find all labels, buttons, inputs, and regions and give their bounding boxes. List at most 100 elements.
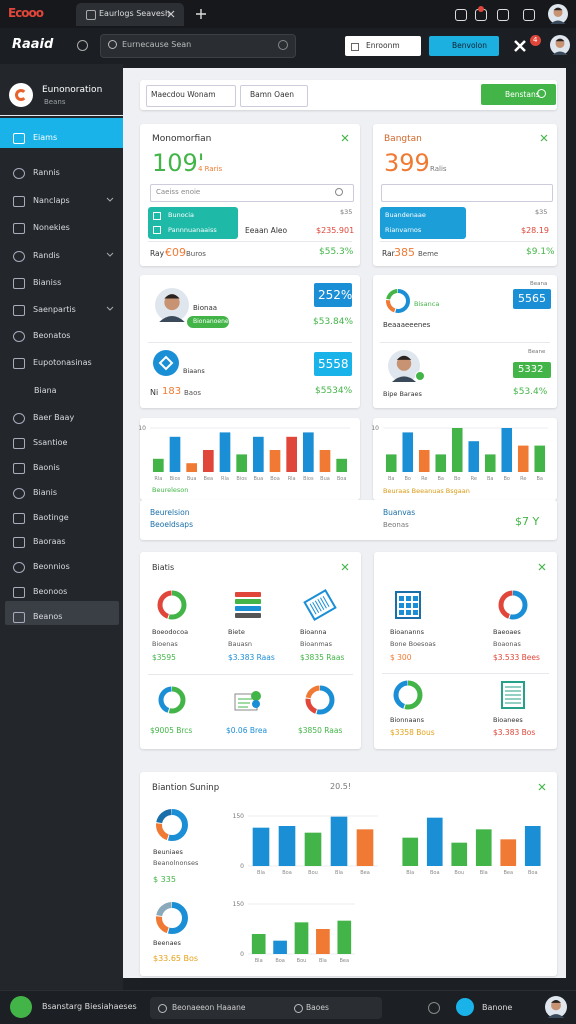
menu-item[interactable]: Beonatos — [33, 331, 71, 340]
button-label[interactable]: Benvolon — [452, 41, 487, 50]
button[interactable] — [429, 36, 499, 56]
menu-item[interactable]: Rannis — [33, 168, 60, 177]
menu-item[interactable]: Baoraas — [33, 537, 66, 546]
donut-segment — [305, 685, 335, 715]
action-button[interactable] — [481, 84, 556, 105]
menu-item[interactable]: Bianis — [33, 488, 58, 497]
toolbar-icon[interactable] — [523, 9, 535, 21]
donut-segment — [156, 809, 188, 841]
y-tick-label: 10 — [138, 425, 146, 432]
y-tick-label: 0 — [240, 863, 244, 870]
menu-item[interactable]: Baonis — [33, 463, 60, 472]
chart-caption: Beureleson — [152, 486, 189, 494]
search-icon — [108, 40, 117, 49]
menu-item[interactable]: Eiams — [33, 133, 58, 142]
avatar-body — [552, 51, 568, 55]
app-icon[interactable] — [10, 996, 32, 1018]
refresh[interactable] — [77, 40, 88, 51]
donut-icon — [305, 685, 335, 715]
donut-segment — [156, 809, 188, 841]
toolbar-icon[interactable] — [497, 9, 509, 21]
bar — [303, 432, 314, 472]
bar — [253, 436, 264, 472]
menu-item[interactable]: Baotinge — [33, 513, 69, 522]
search-icon — [335, 188, 343, 196]
status-icon[interactable] — [456, 998, 474, 1016]
address-bar[interactable] — [100, 34, 296, 58]
menu-icon — [13, 196, 25, 207]
divider — [382, 673, 549, 674]
x-tick-label: Re — [421, 476, 427, 482]
bar — [169, 436, 181, 472]
footer-value: 183 — [162, 386, 182, 397]
x-tick-label: Bo — [504, 476, 511, 482]
menu-item[interactable]: Beonnios — [33, 562, 70, 571]
menu-item[interactable]: Beonoos — [33, 587, 68, 596]
search-box[interactable] — [150, 184, 354, 202]
donut-icon — [393, 680, 423, 710]
menu-item[interactable]: Bianiss — [33, 278, 62, 287]
menu-item[interactable]: Beanos — [33, 612, 63, 621]
x-tick-label: Bea — [360, 870, 370, 876]
badge — [513, 362, 551, 378]
menu-icon — [13, 537, 25, 548]
bar-chart: 0 150 Bla Boa Bou Bla Bea — [233, 813, 378, 876]
search-box[interactable] — [381, 184, 553, 202]
donut-segment — [157, 590, 187, 620]
tag: $35 — [535, 208, 548, 216]
donut-icon — [156, 902, 188, 934]
menu-icon — [13, 488, 25, 499]
item-value: $3850 Raas — [298, 726, 343, 735]
filter-label[interactable]: Bamn Oaen — [250, 90, 295, 99]
menu-item[interactable]: Baer Baay — [33, 413, 75, 422]
x-tick-label: Bua — [320, 476, 330, 482]
donut-segment — [156, 902, 188, 934]
filter[interactable] — [240, 85, 308, 107]
menu-icon — [13, 463, 25, 474]
toolbar-icon[interactable] — [455, 9, 467, 21]
x-tick-label: Boa — [430, 870, 440, 876]
menu-item[interactable]: Randis — [33, 251, 60, 260]
button[interactable] — [345, 36, 421, 56]
card — [374, 552, 557, 749]
menu-icon — [13, 413, 25, 424]
search-bar[interactable] — [150, 997, 382, 1019]
menu-item[interactable]: Nonekies — [33, 223, 70, 232]
label: Beaaaeeenes — [383, 321, 431, 329]
donut-segment — [498, 590, 528, 620]
menu-icon — [13, 133, 25, 144]
bar — [252, 827, 270, 866]
tab[interactable] — [76, 3, 184, 26]
item-value: $3.383 Bos — [493, 728, 536, 737]
address-icon — [278, 40, 288, 50]
avatar-body — [392, 376, 416, 382]
footer-label: Beme — [418, 250, 439, 258]
bar — [524, 826, 541, 866]
button-label[interactable]: Enroonm — [366, 41, 400, 50]
label: Beuniaes — [153, 848, 183, 856]
bar — [517, 445, 529, 472]
menu-icon — [13, 587, 25, 598]
icon — [322, 596, 330, 607]
filter[interactable] — [146, 85, 236, 107]
divider — [148, 674, 353, 675]
filter-label[interactable]: Maecdou Wonam — [151, 90, 216, 99]
menu-item[interactable]: Nanclaps — [33, 196, 70, 205]
divider — [0, 115, 123, 116]
x-tick-label: Rla — [288, 476, 296, 482]
icon — [314, 600, 322, 612]
person-name: Bionaa — [193, 304, 218, 312]
app-name[interactable]: Bsanstarg Biesiahaeses — [42, 1002, 137, 1011]
x-tick-label: Bea — [503, 870, 513, 876]
settings-icon[interactable] — [428, 1002, 440, 1014]
menu-item[interactable]: Ssantioe — [33, 438, 68, 447]
menu-item[interactable]: Saenpartis — [33, 305, 76, 314]
icon — [238, 698, 252, 708]
donut-segment — [393, 680, 423, 710]
chevron — [106, 252, 114, 257]
x-tick-label: Bios — [236, 476, 247, 482]
menu-item[interactable]: Biana — [34, 386, 57, 395]
action-label[interactable]: Benstans — [505, 90, 540, 99]
tab-title[interactable]: Eaurlogs Seavesh — [99, 9, 171, 18]
menu-item[interactable]: Eupotonasinas — [33, 358, 92, 367]
